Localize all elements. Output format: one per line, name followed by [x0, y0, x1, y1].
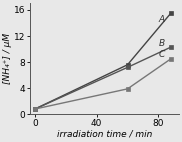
- Y-axis label: [NH₄⁺] / µM: [NH₄⁺] / µM: [3, 33, 13, 84]
- X-axis label: irradiation time / min: irradiation time / min: [57, 130, 152, 139]
- Text: C: C: [159, 50, 165, 59]
- Text: B: B: [159, 39, 165, 48]
- Text: A: A: [159, 15, 165, 24]
